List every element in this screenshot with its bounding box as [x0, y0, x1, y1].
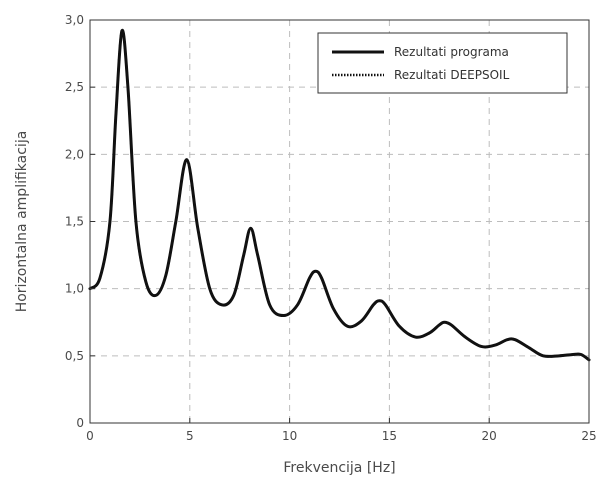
- legend-box: [317, 32, 568, 94]
- series-layer: [88, 28, 591, 362]
- legend: Rezultati programa Rezultati DEEPSOIL: [317, 32, 568, 94]
- y-axis-ticks: 0 0,5 1,0 1,5 2,0 2,5 3,0: [65, 13, 95, 430]
- y-tick-label-5: 2,5: [65, 80, 84, 94]
- y-tick-label-2: 1,0: [65, 282, 84, 296]
- x-tick-label-3: 15: [382, 429, 397, 443]
- x-tick-label-2: 10: [282, 429, 297, 443]
- y-tick-label-3: 1,5: [65, 215, 84, 229]
- x-tick-label-4: 20: [482, 429, 497, 443]
- y-tick-label-0: 0: [76, 416, 84, 430]
- series-line-rezultati-deepsoil: [88, 29, 591, 362]
- legend-label-rezultati-deepsoil: Rezultati DEEPSOIL: [394, 68, 510, 82]
- legend-label-rezultati-programa: Rezultati programa: [394, 45, 509, 59]
- x-axis-ticks: 0 5 10 15 20 25: [86, 418, 597, 443]
- x-tick-label-5: 25: [581, 429, 596, 443]
- y-axis-label: Horizontalna amplifikacija: [14, 131, 30, 313]
- y-tick-label-4: 2,0: [65, 147, 84, 161]
- x-axis-label: Frekvencija [Hz]: [283, 460, 395, 476]
- y-tick-label-6: 3,0: [65, 13, 84, 27]
- x-tick-label-1: 5: [186, 429, 194, 443]
- y-tick-label-1: 0,5: [65, 349, 84, 363]
- x-tick-label-0: 0: [86, 429, 94, 443]
